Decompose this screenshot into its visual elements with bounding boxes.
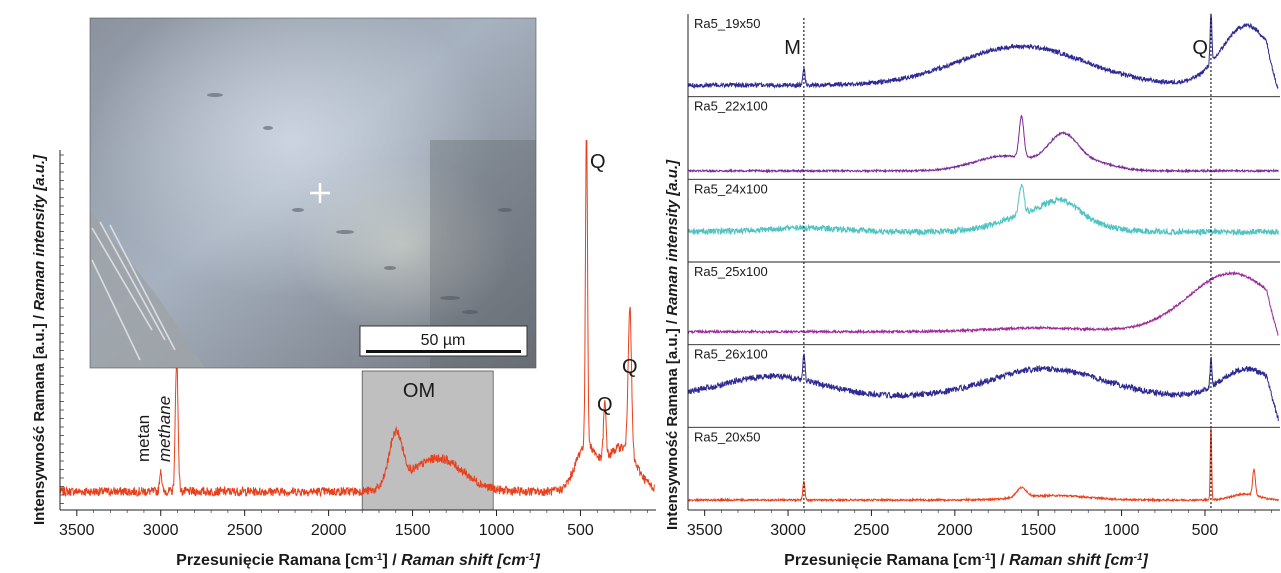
scale-bar: 50 µm	[359, 325, 528, 357]
left-spectrum-line	[60, 140, 655, 498]
series-label: Ra5_24x100	[694, 181, 768, 196]
right-y-axis-title: Intensywność Ramana [a.u.] / Raman inten…	[664, 159, 681, 530]
x-tick-label: 2500	[854, 522, 890, 539]
x-tick-label: 3500	[59, 522, 95, 539]
right-x-ticks: 3500 3000 2500 2000 1500 1000 500	[687, 510, 1272, 539]
subplot-Ra5_20x50: Ra5_20x50	[687, 427, 1279, 503]
quartz-marker-label: Q	[1192, 37, 1208, 59]
series-line	[687, 13, 1279, 90]
series-line	[687, 353, 1279, 422]
left-y-minor-ticks	[60, 154, 64, 504]
series-line	[687, 183, 1279, 237]
subplot-Ra5_19x50: Ra5_19x50	[687, 13, 1280, 98]
series-label: Ra5_20x50	[694, 429, 761, 444]
x-tick-label: 500	[1192, 522, 1219, 539]
series-line	[687, 427, 1279, 503]
subplot-Ra5_24x100: Ra5_24x100	[687, 181, 1280, 263]
x-tick-label: 1500	[395, 522, 431, 539]
x-tick-label: 3500	[687, 522, 723, 539]
om-label: OM	[403, 380, 435, 402]
x-tick-label: 1000	[479, 522, 515, 539]
subplot-Ra5_26x100: Ra5_26x100	[687, 347, 1280, 428]
methane-label-pl: metan	[134, 415, 153, 462]
series-label: Ra5_26x100	[694, 347, 768, 362]
subplot-Ra5_22x100: Ra5_22x100	[688, 99, 1280, 180]
om-region	[361, 370, 494, 511]
x-tick-label: 1000	[1104, 522, 1140, 539]
series-label: Ra5_25x100	[694, 264, 768, 279]
right-panel: Ra5_19x50 Ra5_22x100 Ra5_24x100 Ra5_25x100 R…	[664, 13, 1280, 570]
microscope-inset: 50 µm	[89, 17, 537, 369]
methane-marker-label: M	[784, 37, 801, 59]
quartz-label-right: Q	[622, 356, 638, 378]
left-x-axis-title: Przesunięcie Ramana [cm-1] / Raman shift…	[176, 552, 540, 570]
subplot-Ra5_25x100: Ra5_25x100	[687, 264, 1280, 346]
x-tick-label: 1500	[1020, 522, 1056, 539]
x-tick-label: 3000	[143, 522, 179, 539]
left-y-axis-title: Intensywność Ramana [a.u.] / Raman inten…	[31, 154, 48, 525]
left-x-ticks: 3500 3000 2500 2000 1500 1000 500	[59, 510, 648, 539]
series-label: Ra5_19x50	[694, 16, 761, 31]
right-subplots: Ra5_19x50 Ra5_22x100 Ra5_24x100 Ra5_25x100 R…	[687, 13, 1280, 503]
series-line	[687, 270, 1279, 336]
series-label: Ra5_22x100	[694, 99, 768, 114]
x-tick-label: 2000	[311, 522, 347, 539]
scale-bar-label: 50 µm	[421, 332, 466, 349]
series-line	[688, 114, 1279, 174]
left-panel: 3500 3000 2500 2000 1500 1000 500 Przesunięcie…	[31, 17, 656, 570]
methane-label-en: methane	[155, 396, 174, 462]
x-tick-label: 2500	[227, 522, 263, 539]
x-tick-label: 2000	[937, 522, 973, 539]
target-crosshair-icon	[310, 183, 330, 203]
quartz-label-mid: Q	[597, 394, 613, 416]
x-tick-label: 3000	[770, 522, 806, 539]
quartz-label-main: Q	[590, 151, 606, 173]
x-tick-label: 500	[567, 522, 594, 539]
right-x-axis-title: Przesunięcie Ramana [cm-1] / Raman shift…	[784, 552, 1148, 570]
